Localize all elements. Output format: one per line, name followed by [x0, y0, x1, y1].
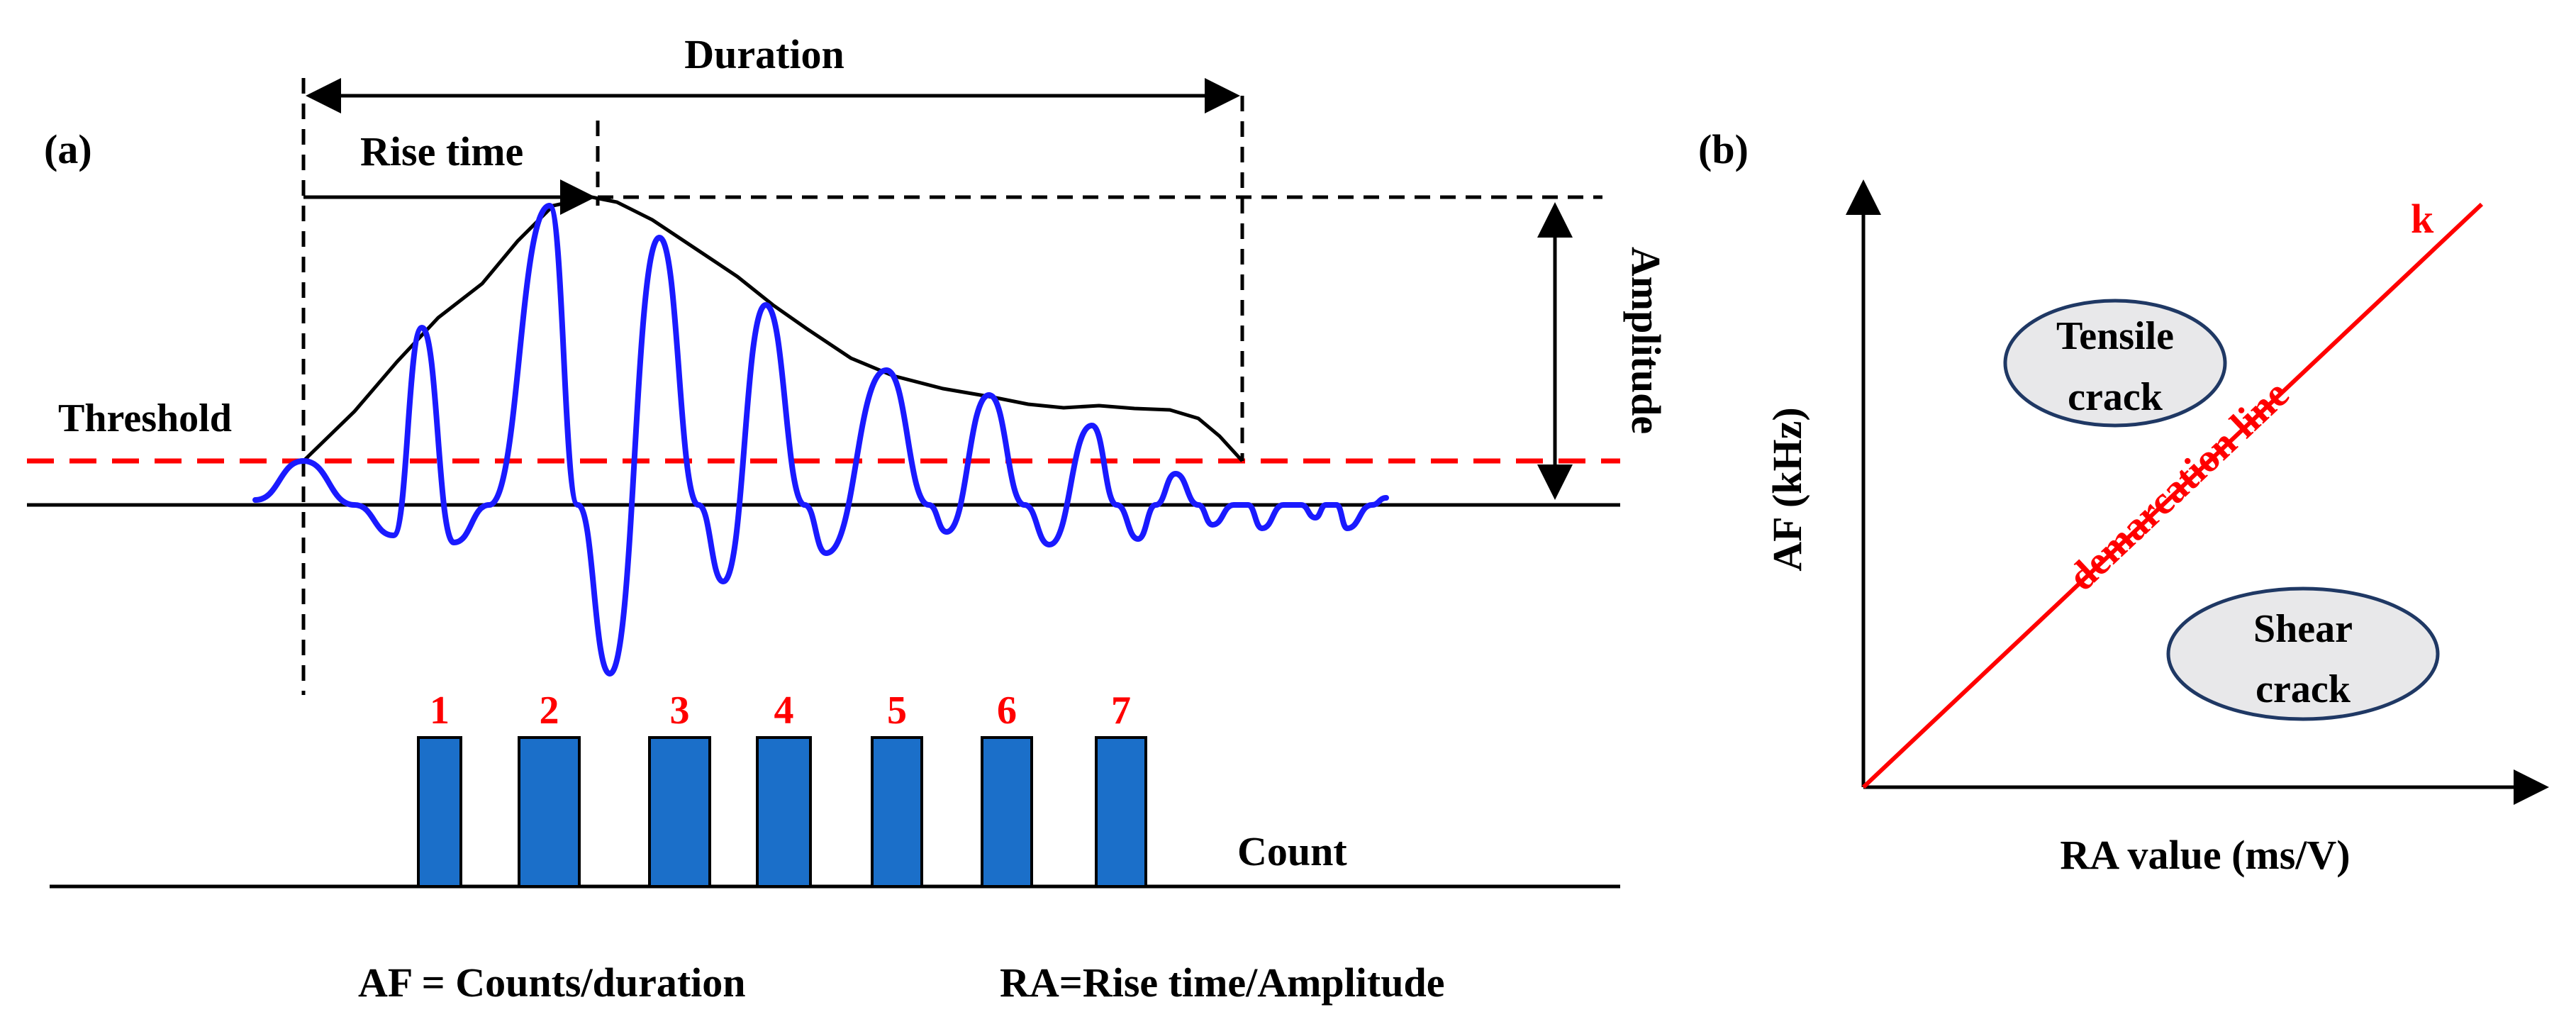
count-bar-7	[1095, 736, 1147, 888]
count-bar-5	[871, 736, 923, 888]
shear-crack-label-line2: crack	[2256, 667, 2351, 711]
count-number-2: 2	[540, 689, 559, 733]
amplitude-label: Amplitude	[1623, 247, 1669, 434]
panel-b-label: (b)	[1698, 126, 1749, 172]
count-bars: 1 2 3 4 5 6 7	[417, 689, 1147, 888]
demarcation-line	[1861, 202, 2484, 789]
y-axis-label: AF (kHz)	[1764, 407, 1810, 571]
panel-b: (b) AF (kHz) RA value (ms/V) k demarcati…	[1698, 126, 2549, 878]
count-bar-1	[417, 736, 462, 888]
count-number-1: 1	[430, 689, 450, 733]
count-number-7: 7	[1111, 689, 1131, 733]
slope-label: k	[2411, 196, 2434, 242]
count-bar-3	[648, 736, 711, 888]
shear-crack-region	[2166, 586, 2440, 721]
rise-time-label: Rise time	[360, 128, 523, 174]
count-number-4: 4	[774, 689, 794, 733]
count-number-5: 5	[887, 689, 907, 733]
af-formula: AF = Counts/duration	[358, 960, 746, 1006]
count-bar-6	[981, 736, 1033, 888]
tensile-crack-region	[2003, 299, 2227, 428]
shear-crack-label-line1: Shear	[2253, 607, 2353, 651]
x-axis-label: RA value (ms/V)	[2060, 832, 2350, 878]
count-bar-2	[518, 736, 581, 888]
ae-waveform	[252, 203, 1389, 677]
signal-envelope	[302, 195, 1244, 462]
count-bar-4	[756, 736, 812, 888]
tensile-crack-label-line2: crack	[2068, 375, 2163, 419]
count-number-6: 6	[997, 689, 1017, 733]
threshold-label: Threshold	[58, 396, 232, 440]
panel-a-label: (a)	[44, 126, 92, 172]
count-number-3: 3	[670, 689, 690, 733]
duration-label: Duration	[684, 31, 844, 77]
panel-a: (a) Threshold Duration Rise time Amplitu…	[27, 31, 1669, 1006]
tensile-crack-label-line1: Tensile	[2056, 314, 2174, 358]
ra-formula: RA=Rise time/Amplitude	[1000, 960, 1445, 1006]
count-label: Count	[1237, 828, 1347, 874]
